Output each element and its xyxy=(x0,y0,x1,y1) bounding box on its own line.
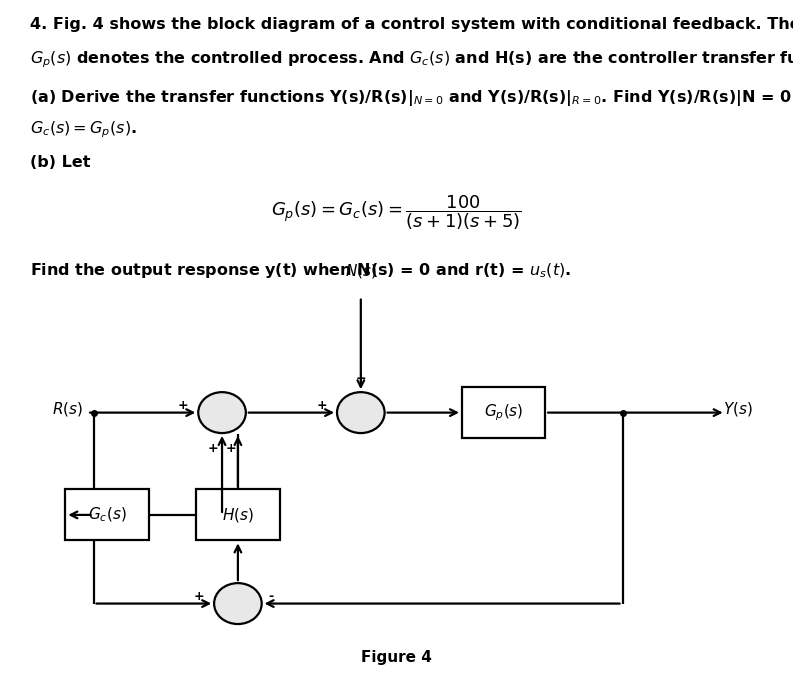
Text: Figure 4: Figure 4 xyxy=(361,650,432,665)
Text: +: + xyxy=(226,442,236,455)
Text: $G_c(s)$: $G_c(s)$ xyxy=(88,506,126,524)
Text: $R(s)$: $R(s)$ xyxy=(52,400,83,418)
Text: $G_c(s) = G_p(s)$.: $G_c(s) = G_p(s)$. xyxy=(30,119,137,140)
Bar xyxy=(66,490,149,540)
Text: +: + xyxy=(355,372,366,385)
Bar xyxy=(462,387,546,438)
Text: $Y(s)$: $Y(s)$ xyxy=(722,400,753,418)
Text: $G_p(s)$: $G_p(s)$ xyxy=(484,402,523,423)
Circle shape xyxy=(337,392,385,433)
Circle shape xyxy=(198,392,246,433)
Text: +: + xyxy=(208,442,218,455)
Text: (a) Derive the transfer functions Y(s)/R(s)|$_{N=0}$ and Y(s)/R(s)|$_{R=0}$. Fin: (a) Derive the transfer functions Y(s)/R… xyxy=(30,87,793,108)
Text: +: + xyxy=(178,399,189,413)
Text: +: + xyxy=(194,590,205,604)
Text: $H(s)$: $H(s)$ xyxy=(222,506,254,524)
Text: $N(s)$: $N(s)$ xyxy=(345,262,377,280)
Bar xyxy=(196,490,279,540)
Text: 4. Fig. 4 shows the block diagram of a control system with conditional feedback.: 4. Fig. 4 shows the block diagram of a c… xyxy=(30,17,793,32)
Text: Find the output response y(t) when N(s) = 0 and r(t) = $u_s(t)$.: Find the output response y(t) when N(s) … xyxy=(30,261,571,280)
Circle shape xyxy=(214,583,262,624)
Text: $G_p(s) = G_c(s) = \dfrac{100}{(s + 1)(s + 5)}$: $G_p(s) = G_c(s) = \dfrac{100}{(s + 1)(s… xyxy=(271,194,522,232)
Text: +: + xyxy=(317,399,328,413)
Text: -: - xyxy=(268,590,273,604)
Text: (b) Let: (b) Let xyxy=(30,155,90,170)
Text: $G_p(s)$ denotes the controlled process. And $G_c(s)$ and H(s) are the controlle: $G_p(s)$ denotes the controlled process.… xyxy=(30,49,793,70)
